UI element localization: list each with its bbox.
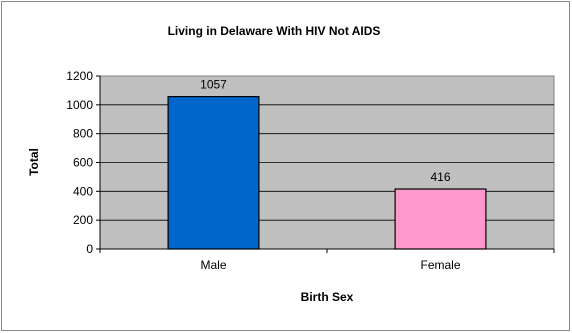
bar-male <box>167 96 260 250</box>
y-tick-label: 400 <box>73 184 93 198</box>
y-tick-label: 800 <box>73 127 93 141</box>
y-tick-label: 0 <box>86 242 93 256</box>
y-tick-label: 600 <box>73 156 93 170</box>
x-axis: Male Female <box>99 248 555 272</box>
data-label: 1057 <box>200 78 227 92</box>
x-tick-label: Male <box>200 258 226 272</box>
y-axis-title: Total <box>27 148 41 176</box>
y-tick-label: 1000 <box>66 98 93 112</box>
chart-title: Living in Delaware With HIV Not AIDS <box>168 24 381 38</box>
y-tick-label: 1200 <box>66 69 93 83</box>
bars: 1057 416 <box>167 78 487 250</box>
y-axis: 0 200 400 600 800 1000 1200 <box>66 69 101 256</box>
x-tick-label: Female <box>420 258 460 272</box>
data-label: 416 <box>430 170 450 184</box>
bar-female <box>394 188 487 250</box>
y-tick-label: 200 <box>73 213 93 227</box>
x-axis-title: Birth Sex <box>301 290 354 304</box>
